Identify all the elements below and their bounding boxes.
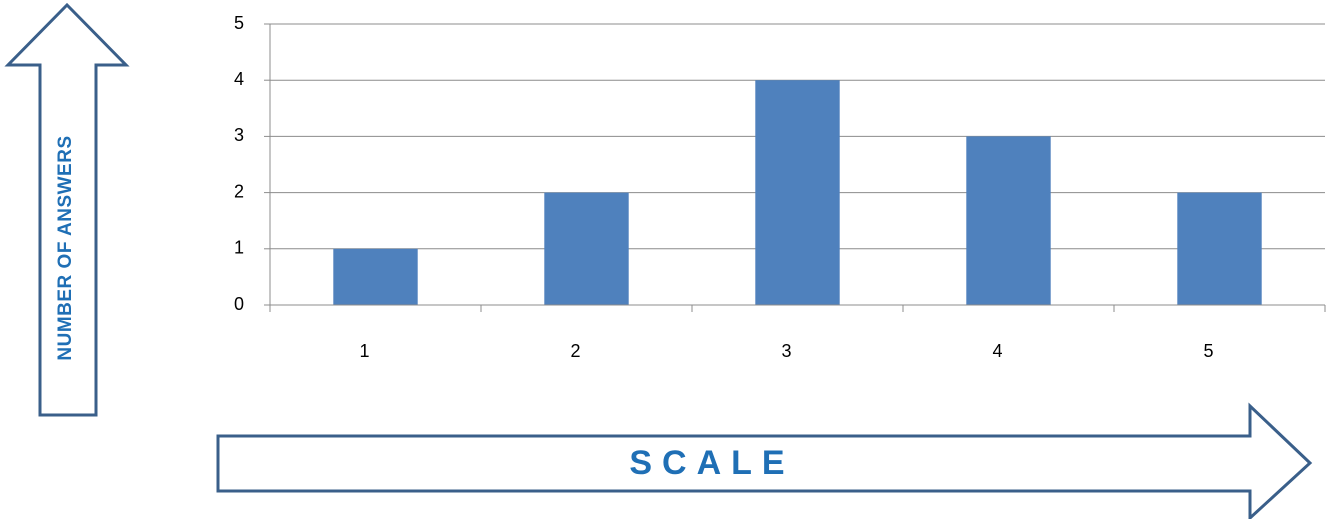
y-axis-label: NUMBER OF ANSWERS <box>55 135 76 360</box>
x-tick-label: 5 <box>1203 341 1213 361</box>
x-axis-label: SCALE <box>629 444 794 482</box>
y-tick-label: 2 <box>234 181 244 201</box>
x-axis-arrow-icon <box>216 402 1313 519</box>
y-tick-labels: 0 1 2 3 4 5 <box>234 13 244 314</box>
bar-1 <box>333 248 418 305</box>
x-tick-label: 1 <box>359 341 369 361</box>
y-tick-label: 3 <box>234 125 244 145</box>
y-tick-label: 4 <box>234 69 244 89</box>
y-tick-label: 1 <box>234 238 244 258</box>
x-tick-label: 2 <box>570 341 580 361</box>
bars <box>333 80 1262 305</box>
bar-5 <box>1177 192 1262 305</box>
x-tick-label: 4 <box>992 341 1002 361</box>
x-tick-labels: 1 2 3 4 5 <box>359 341 1213 361</box>
bar-2 <box>544 192 629 305</box>
bar-4 <box>966 136 1051 305</box>
x-tick-label: 3 <box>781 341 791 361</box>
y-tick-label: 5 <box>234 13 244 33</box>
y-axis-arrow-icon <box>4 2 130 417</box>
bar-3 <box>755 80 840 305</box>
y-tick-label: 0 <box>234 294 244 314</box>
axes <box>264 23 1326 312</box>
